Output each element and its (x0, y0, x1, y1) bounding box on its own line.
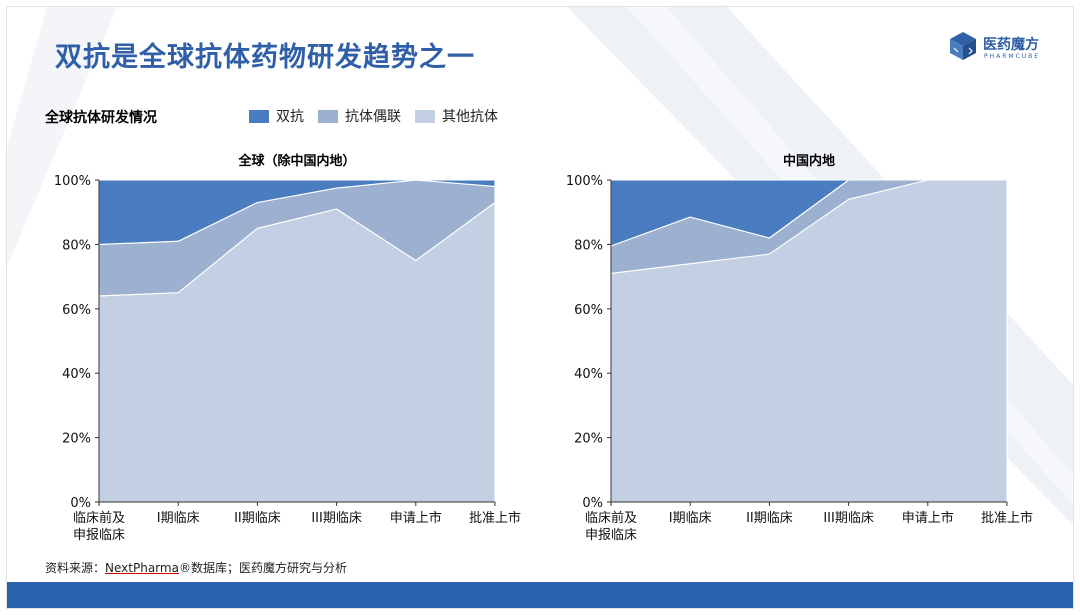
slide: 双抗是全球抗体药物研发趋势之一 医药魔方 PHARMCUBE 全球抗体研发情况 … (6, 6, 1074, 609)
legend-label: 其他抗体 (442, 109, 498, 125)
x-tick-label: 申请上市 (390, 510, 442, 526)
y-tick-label: 20% (574, 432, 603, 447)
y-tick-label: 60% (574, 303, 603, 318)
legend-item-bispecific: 双抗 (249, 106, 304, 126)
source-prefix: 资料来源： (45, 561, 106, 575)
x-tick-label: 申报临床 (73, 528, 125, 543)
x-tick-label: 临床前及 (585, 510, 637, 526)
bottom-bar (7, 582, 1073, 608)
x-tick-label: II期临床 (746, 511, 793, 526)
x-tick-label: 申请上市 (902, 510, 954, 526)
area-series (98, 179, 496, 245)
cube-logo-icon (950, 32, 976, 60)
source-note: 资料来源：NextPharma®数据库；医药魔方研究与分析 (45, 559, 347, 576)
legend-swatch (318, 109, 338, 123)
legend-label: 双抗 (276, 109, 304, 125)
chart-title: 全球（除中国内地） (237, 153, 355, 169)
y-tick-label: 100% (54, 174, 91, 189)
y-tick-label: 0% (70, 496, 91, 511)
x-tick-label: I期临床 (669, 511, 712, 526)
y-tick-label: 80% (62, 238, 91, 253)
source-database: NextPharma (105, 561, 179, 575)
legend-item-adc: 抗体偶联 (318, 106, 401, 126)
y-tick-label: 60% (62, 303, 91, 318)
y-tick-label: 20% (62, 432, 91, 447)
logo: 医药魔方 PHARMCUBE (949, 31, 1069, 65)
page-title: 双抗是全球抗体药物研发趋势之一 (55, 42, 475, 73)
x-tick-label: 批准上市 (469, 510, 521, 526)
x-tick-label: I期临床 (157, 511, 200, 526)
area-series (610, 179, 1008, 247)
x-tick-label: 临床前及 (73, 510, 125, 526)
y-tick-label: 80% (574, 238, 603, 253)
x-tick-label: III期临床 (311, 511, 362, 526)
chart-title: 中国内地 (783, 153, 835, 169)
x-tick-label: II期临床 (234, 511, 281, 526)
legend-swatch (249, 109, 269, 123)
legend-swatch (415, 109, 435, 123)
y-tick-label: 0% (582, 496, 603, 511)
y-tick-label: 40% (62, 367, 91, 382)
x-tick-label: 批准上市 (981, 510, 1033, 526)
x-tick-label: III期临床 (823, 511, 874, 526)
x-tick-label: 申报临床 (585, 528, 637, 543)
y-tick-label: 100% (566, 174, 603, 189)
y-tick-label: 40% (574, 367, 603, 382)
logo-subtitle: PHARMCUBE (984, 53, 1041, 60)
section-label: 全球抗体研发情况 (45, 110, 157, 126)
logo-name: 医药魔方 (983, 37, 1039, 53)
source-suffix: ®数据库；医药魔方研究与分析 (178, 561, 347, 575)
legend: 双抗 抗体偶联 其他抗体 (249, 106, 512, 126)
legend-label: 抗体偶联 (345, 109, 401, 125)
legend-item-other: 其他抗体 (415, 106, 498, 126)
